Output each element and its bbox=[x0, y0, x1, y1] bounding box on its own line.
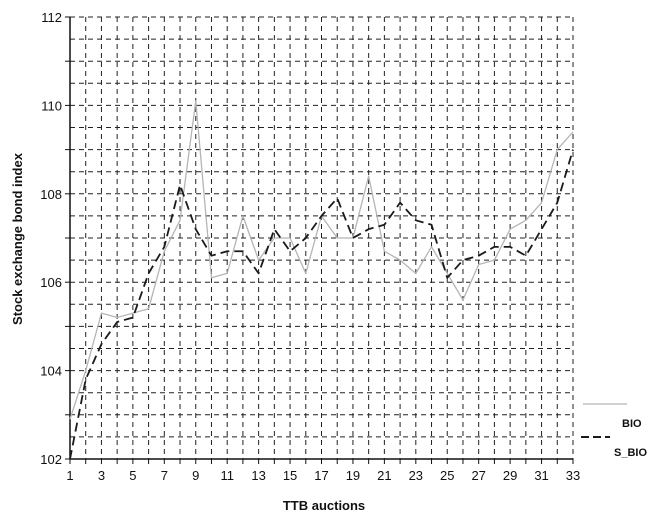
x-axis-title: TTB auctions bbox=[283, 498, 365, 513]
x-tick-label: 13 bbox=[251, 468, 265, 483]
x-tick-label: 19 bbox=[346, 468, 360, 483]
x-tick-label: 33 bbox=[566, 468, 580, 483]
y-tick-label: 106 bbox=[40, 275, 62, 290]
x-tick-label: 11 bbox=[220, 468, 234, 483]
legend-label-bio: BIO bbox=[622, 418, 642, 430]
tick-labels: 1 3 5 7 9 11 13 15 17 19 21 23 25 27 29 31 3310210410610… bbox=[40, 10, 580, 483]
x-tick-label: 3 bbox=[98, 468, 105, 483]
y-axis-title: Stock exchange bond index bbox=[10, 152, 25, 325]
y-tick-label: 104 bbox=[40, 364, 62, 379]
x-tick-label: 7 bbox=[161, 468, 168, 483]
series bbox=[69, 100, 574, 460]
legend: BIO S_BIO bbox=[581, 403, 647, 459]
y-tick-label: 112 bbox=[41, 10, 62, 25]
x-tick-label: 17 bbox=[314, 468, 328, 483]
x-tick-label: 5 bbox=[129, 468, 136, 483]
x-tick-label: 9 bbox=[192, 468, 199, 483]
y-tick-label: 110 bbox=[41, 98, 62, 113]
y-tick-label: 108 bbox=[40, 187, 62, 202]
legend-label-s-bio: S_BIO bbox=[614, 447, 647, 459]
x-tick-label: 21 bbox=[377, 468, 391, 483]
x-tick-label: 15 bbox=[283, 468, 297, 483]
x-tick-label: 29 bbox=[503, 468, 517, 483]
series-line-s-bio bbox=[69, 149, 574, 460]
x-tick-label: 31 bbox=[534, 468, 548, 483]
y-tick-label: 102 bbox=[40, 452, 62, 467]
grid bbox=[70, 16, 574, 459]
x-tick-label: 1 bbox=[66, 468, 73, 483]
x-tick-label: 25 bbox=[440, 468, 454, 483]
x-tick-label: 27 bbox=[471, 468, 485, 483]
x-tick-label: 23 bbox=[409, 468, 423, 483]
